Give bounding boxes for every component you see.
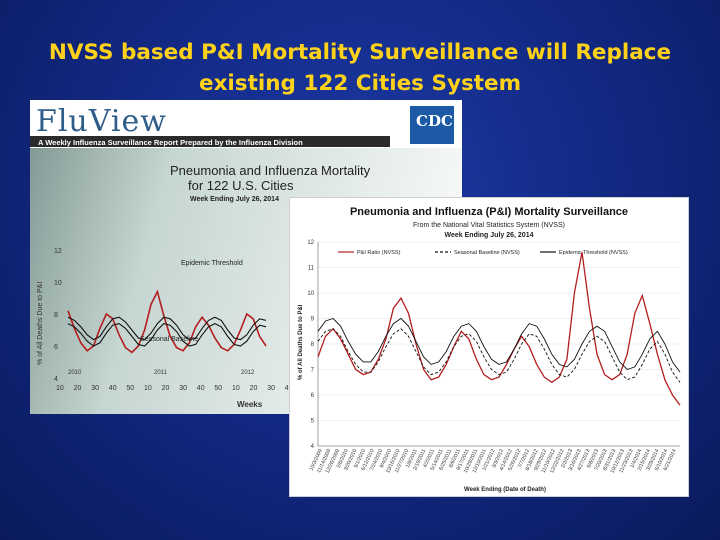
nvss-series-0 [317, 252, 681, 406]
fluview-x-tick: 30 [267, 385, 275, 392]
nvss-week-ending: Week Ending July 26, 2014 [445, 232, 534, 239]
nvss-y-tick: 10 [307, 291, 314, 297]
nvss-legend-label: Epidemic Threshold (NVSS) [559, 250, 628, 256]
fluview-chart-title-1: Pneumonia and Influenza Mortality [170, 163, 371, 178]
fluview-x-tick: 20 [74, 385, 82, 392]
svg-text:2011: 2011 [154, 370, 168, 376]
fluview-y-tick: 12 [54, 248, 62, 255]
nvss-x-axis-label: Week Ending (Date of Death) [464, 487, 546, 493]
fluview-x-tick: 30 [179, 385, 187, 392]
cdc-logo [410, 106, 454, 144]
nvss-series-2 [317, 317, 681, 373]
nvss-series-1 [317, 328, 681, 383]
fluview-year-labels: 2010 2011 2012 [68, 370, 255, 376]
fluview-y-tick: 4 [54, 376, 58, 383]
fluview-x-tick: 30 [91, 385, 99, 392]
fluview-x-tick: 50 [126, 385, 134, 392]
nvss-chart: Pneumonia and Influenza (P&I) Mortality … [298, 206, 681, 493]
nvss-y-tick: 7 [311, 368, 315, 374]
svg-text:CDC: CDC [416, 112, 453, 130]
annotation-epidemic-threshold: Epidemic Threshold [181, 260, 243, 267]
nvss-y-axis-label: % of All Deaths Due to P&I [298, 304, 304, 380]
fluview-week-ending: Week Ending July 26, 2014 [190, 196, 279, 203]
svg-text:2010: 2010 [68, 370, 82, 376]
nvss-y-tick: 12 [307, 240, 314, 246]
nvss-y-tick: 6 [311, 393, 315, 399]
nvss-y-tick: 11 [308, 266, 315, 272]
fluview-series-2 [67, 316, 267, 341]
nvss-legend-label: P&I Ratio (NVSS) [357, 250, 401, 256]
fluview-x-tick: 20 [162, 385, 170, 392]
fluview-chart-title-2: for 122 U.S. Cities [188, 178, 294, 193]
slide-title-line-1: NVSS based P&I Mortality Surveillance wi… [48, 40, 672, 65]
fluview-x-axis-label: Weeks [237, 400, 263, 409]
fluview-y-tick: 10 [54, 280, 62, 287]
fluview-x-tick: 40 [285, 385, 293, 392]
nvss-y-tick: 4 [311, 444, 315, 450]
fluview-x-tick: 40 [197, 385, 205, 392]
annotation-seasonal-baseline: Seasonal Baseline [140, 336, 198, 343]
fluview-logo: FluView [36, 104, 167, 139]
fluview-x-tick: 10 [232, 385, 240, 392]
fluview-x-tick: 10 [144, 385, 152, 392]
fluview-x-tick: 10 [56, 385, 64, 392]
fluview-x-tick: 50 [214, 385, 222, 392]
nvss-legend-label: Seasonal Baseline (NVSS) [454, 250, 520, 256]
fluview-y-axis-label: % of All Deaths Due to P&I [37, 282, 44, 365]
fluview-x-tick: 20 [250, 385, 258, 392]
fluview-subtitle: A Weekly Influenza Surveillance Report P… [38, 138, 303, 147]
fluview-x-tick: 40 [109, 385, 117, 392]
nvss-chart-image: Pneumonia and Influenza (P&I) Mortality … [289, 197, 689, 497]
fluview-series-0 [67, 289, 267, 354]
nvss-y-tick: 8 [311, 342, 315, 348]
nvss-chart-title: Pneumonia and Influenza (P&I) Mortality … [350, 206, 628, 218]
fluview-series-1 [67, 322, 267, 347]
nvss-y-tick: 5 [311, 419, 315, 425]
nvss-chart-subtitle: From the National Vital Statistics Syste… [413, 222, 565, 229]
slide-title-line-2: existing 122 Cities System [198, 71, 522, 96]
fluview-y-tick: 8 [54, 312, 58, 319]
fluview-y-tick: 6 [54, 344, 58, 351]
nvss-y-tick: 9 [311, 317, 315, 323]
svg-text:2012: 2012 [241, 370, 255, 376]
